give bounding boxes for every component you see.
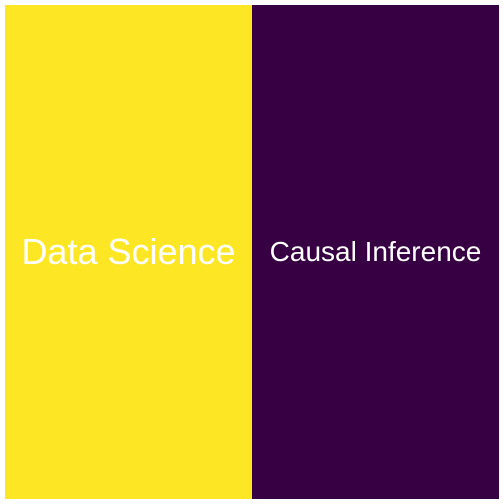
treemap-tile-data-science: Data Science — [5, 5, 252, 499]
treemap-chart: Data Science Causal Inference — [5, 5, 499, 499]
treemap-tile-label: Causal Inference — [269, 236, 482, 267]
treemap-tile-label: Data Science — [21, 231, 236, 272]
treemap-tile-causal-inference: Causal Inference — [252, 5, 499, 499]
